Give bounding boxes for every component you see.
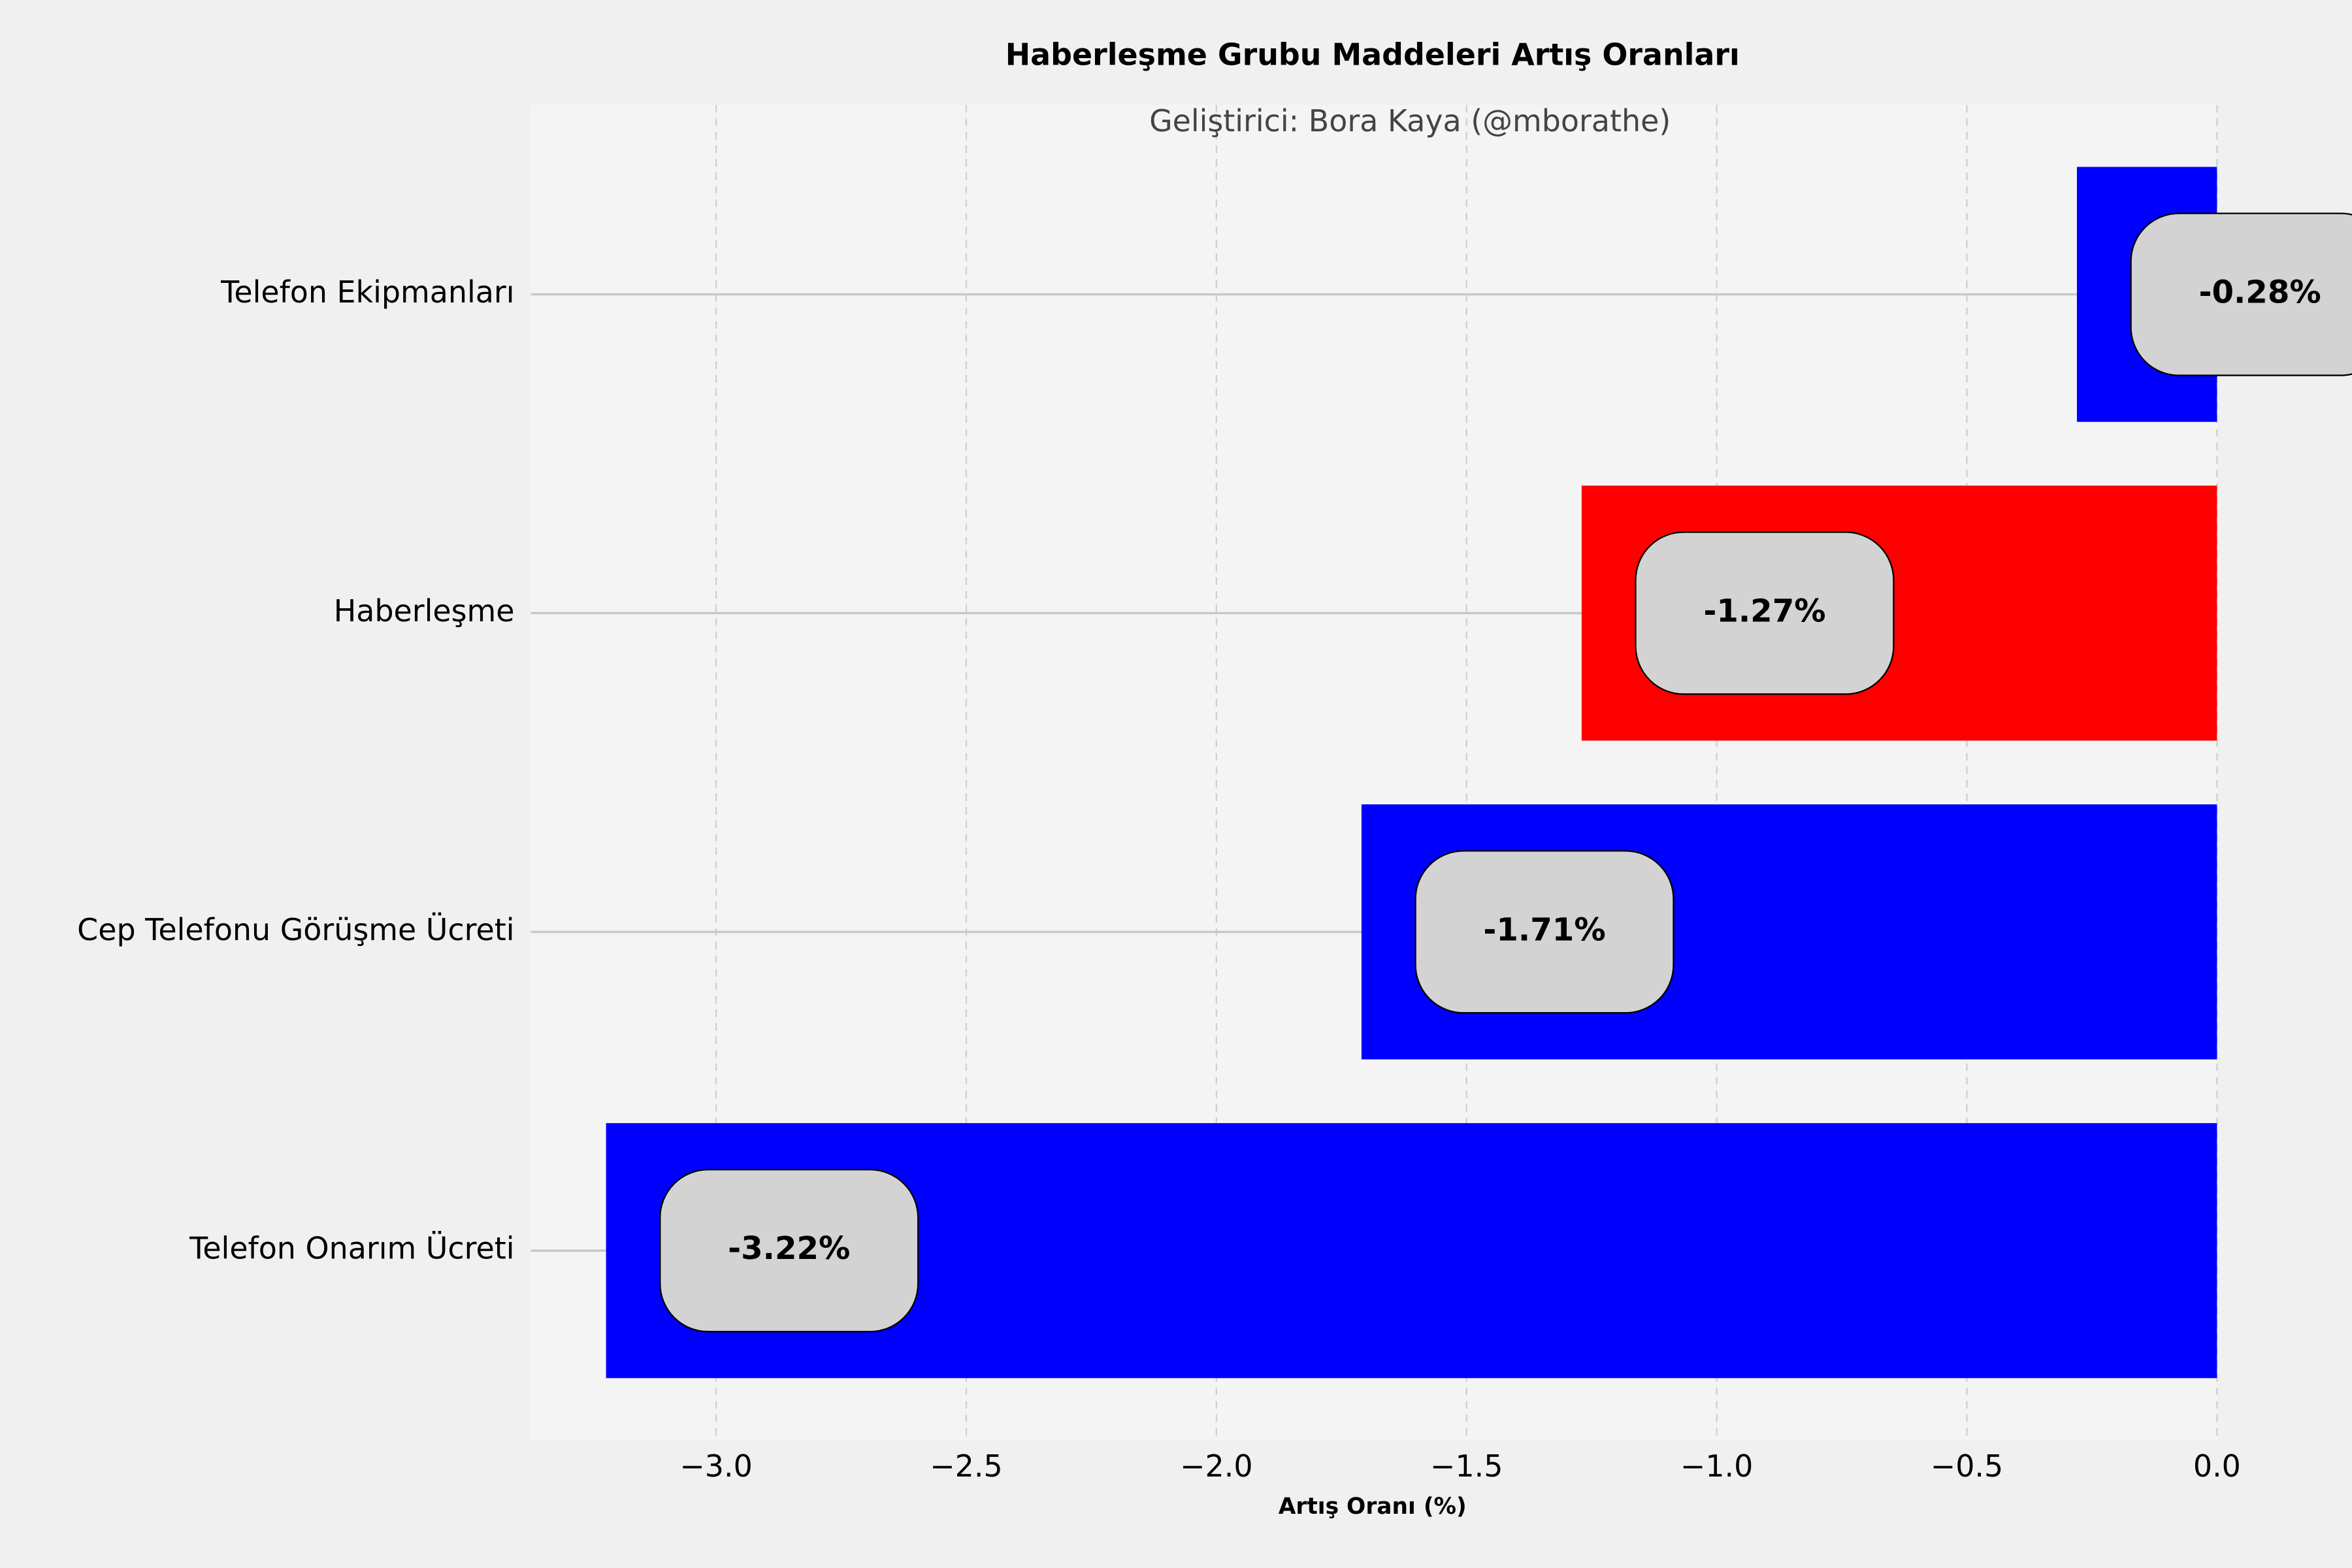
value-label-box [2130, 212, 2352, 376]
x-tick-label: 0.0 [2193, 1448, 2241, 1484]
x-tick-label: −1.5 [1430, 1448, 1503, 1484]
y-tick-label: Haberleşme [334, 593, 515, 629]
x-axis-label: Artış Oranı (%) [1279, 1494, 1467, 1520]
value-label-box [659, 1169, 919, 1333]
x-tick-label: −2.0 [1180, 1448, 1252, 1484]
y-tick-label: Telefon Ekipmanları [220, 274, 514, 310]
value-label: -0.28% [2198, 274, 2321, 311]
value-label: -1.71% [1483, 911, 1605, 948]
y-tick-label: Telefon Onarım Ücreti [189, 1231, 514, 1266]
y-tick-label: Cep Telefonu Görüşme Ücreti [77, 912, 514, 947]
marks: -0.28% -1.27% -1.71% -3.22% [606, 167, 2352, 1379]
value-label-box [1414, 850, 1674, 1014]
chart-subtitle: Geliştirici: Bora Kaya (@mborathe) [1149, 103, 1671, 139]
value-label: -3.22% [728, 1230, 850, 1267]
value-label-box [1635, 531, 1895, 695]
x-tick-label: −1.0 [1680, 1448, 1753, 1484]
chart-title: Haberleşme Grubu Maddeleri Artış Oranlar… [1005, 37, 1740, 73]
x-tick-label: −3.0 [679, 1448, 752, 1484]
x-tick-label: −2.5 [930, 1448, 1002, 1484]
value-label: -1.27% [1703, 593, 1825, 629]
x-tick-label: −0.5 [1931, 1448, 2003, 1484]
